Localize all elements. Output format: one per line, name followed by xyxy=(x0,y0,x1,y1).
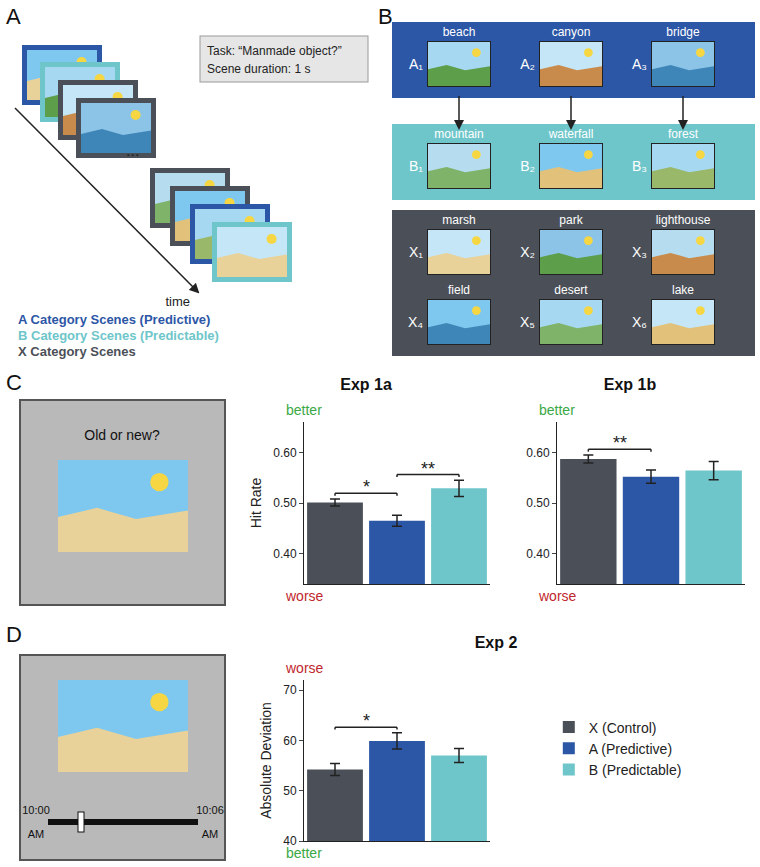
svg-text:X Category Scenes: X Category Scenes xyxy=(18,344,136,359)
svg-text:AM: AM xyxy=(202,828,219,840)
svg-text:B: B xyxy=(378,4,393,29)
svg-text:canyon: canyon xyxy=(552,25,591,39)
svg-text:Hit Rate: Hit Rate xyxy=(248,478,264,529)
svg-text:Absolute Deviation: Absolute Deviation xyxy=(258,702,274,819)
svg-text:0.50: 0.50 xyxy=(526,496,550,510)
svg-text:Scene duration: 1 s: Scene duration: 1 s xyxy=(207,62,310,76)
svg-text:*: * xyxy=(363,477,370,497)
svg-text:AM: AM xyxy=(28,828,45,840)
svg-text:0.50: 0.50 xyxy=(273,496,297,510)
svg-text:B₁: B₁ xyxy=(409,158,423,174)
svg-text:*: * xyxy=(363,711,370,731)
svg-text:10:00: 10:00 xyxy=(22,804,50,816)
svg-text:A₃: A₃ xyxy=(632,56,647,72)
svg-text:marsh: marsh xyxy=(442,213,475,227)
svg-text:D: D xyxy=(6,622,22,647)
svg-text:0.40: 0.40 xyxy=(273,547,297,561)
svg-text:X₆: X₆ xyxy=(632,314,647,330)
svg-text:X₁: X₁ xyxy=(409,244,423,260)
svg-text:Exp 1b: Exp 1b xyxy=(604,376,657,393)
svg-text:bridge: bridge xyxy=(666,25,700,39)
svg-text:...: ... xyxy=(126,142,139,159)
svg-text:desert: desert xyxy=(554,283,588,297)
svg-text:60: 60 xyxy=(283,734,297,748)
svg-text:X₅: X₅ xyxy=(520,314,535,330)
svg-text:better: better xyxy=(286,845,322,861)
svg-text:A Category Scenes (Predictive): A Category Scenes (Predictive) xyxy=(18,312,210,327)
svg-text:field: field xyxy=(448,283,470,297)
svg-text:X (Control): X (Control) xyxy=(589,720,657,736)
svg-text:lighthouse: lighthouse xyxy=(656,213,711,227)
svg-text:forest: forest xyxy=(668,127,699,141)
svg-text:A (Predictive): A (Predictive) xyxy=(589,741,672,757)
svg-text:better: better xyxy=(286,402,322,418)
svg-text:Exp 2: Exp 2 xyxy=(475,634,518,651)
svg-text:B₃: B₃ xyxy=(632,158,647,174)
svg-text:C: C xyxy=(6,370,22,395)
svg-text:worse: worse xyxy=(538,588,577,604)
svg-text:**: ** xyxy=(421,459,435,479)
svg-text:0.60: 0.60 xyxy=(273,446,297,460)
svg-text:0.60: 0.60 xyxy=(526,446,550,460)
svg-text:**: ** xyxy=(613,433,627,453)
svg-text:A₁: A₁ xyxy=(409,56,423,72)
svg-text:0.40: 0.40 xyxy=(526,547,550,561)
svg-text:waterfall: waterfall xyxy=(548,127,594,141)
svg-text:B (Predictable): B (Predictable) xyxy=(589,762,682,778)
svg-text:A₂: A₂ xyxy=(520,56,535,72)
svg-text:lake: lake xyxy=(672,283,694,297)
svg-text:beach: beach xyxy=(443,25,476,39)
svg-text:40: 40 xyxy=(283,834,297,848)
svg-text:10:06: 10:06 xyxy=(196,804,224,816)
svg-text:park: park xyxy=(559,213,583,227)
svg-text:50: 50 xyxy=(283,784,297,798)
svg-text:Old or new?: Old or new? xyxy=(84,427,160,443)
svg-text:B₂: B₂ xyxy=(520,158,535,174)
svg-text:X₄: X₄ xyxy=(408,314,423,330)
svg-text:X₃: X₃ xyxy=(632,244,647,260)
svg-text:B Category Scenes (Predictable: B Category Scenes (Predictable) xyxy=(18,328,219,343)
svg-text:Exp 1a: Exp 1a xyxy=(340,376,392,393)
svg-text:worse: worse xyxy=(285,588,324,604)
svg-text:A: A xyxy=(6,4,21,29)
svg-text:70: 70 xyxy=(283,683,297,697)
svg-text:better: better xyxy=(539,402,575,418)
svg-text:X₂: X₂ xyxy=(520,244,535,260)
svg-text:time: time xyxy=(165,294,190,309)
svg-text:worse: worse xyxy=(285,660,324,676)
svg-text:Task: “Manmade object?”: Task: “Manmade object?” xyxy=(207,44,342,58)
svg-text:mountain: mountain xyxy=(434,127,483,141)
